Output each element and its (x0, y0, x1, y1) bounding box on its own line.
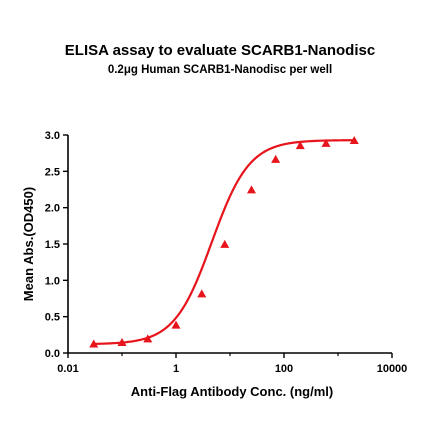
x-tick-label: 1 (173, 363, 179, 375)
y-axis-label: Mean Abs.(OD450) (21, 187, 36, 301)
data-point-triangle (271, 154, 281, 163)
y-tick-label: 2.5 (45, 166, 60, 178)
data-point-triangle (246, 185, 256, 194)
data-point-triangle (89, 339, 99, 348)
y-tick-label: 1.0 (45, 275, 60, 287)
y-tick-label: 1.5 (45, 239, 60, 251)
x-tick-label: 100 (275, 363, 293, 375)
y-tick-label: 3.0 (45, 130, 60, 142)
x-axis-label: Anti-Flag Antibody Conc. (ng/ml) (131, 384, 333, 399)
axes: 0.0 0.5 1.0 1.5 2.0 2.5 3.0 0.01 1 100 10000 (45, 130, 408, 375)
data-point-triangle (171, 320, 181, 329)
y-tick-label: 2.0 (45, 203, 60, 215)
data-point-triangle (117, 338, 127, 347)
data-point-triangle (197, 289, 207, 298)
fitted-curve (93, 139, 355, 345)
data-point-triangle (321, 138, 331, 147)
y-tick-label: 0.5 (45, 312, 60, 324)
x-tick-label: 0.01 (57, 363, 78, 375)
data-point-triangle (220, 239, 230, 248)
data-point-triangle (349, 136, 359, 145)
chart-title: ELISA assay to evaluate SCARB1-Nanodisc (64, 42, 376, 59)
fitted-curve-group (93, 139, 355, 345)
x-tick-label: 10000 (377, 363, 408, 375)
data-point-triangle (143, 334, 153, 343)
chart-subtitle: 0.2μg Human SCARB1-Nanodisc per well (107, 64, 333, 76)
y-tick-label: 0.0 (45, 348, 60, 360)
data-point-triangle (295, 141, 305, 150)
data-points (89, 136, 359, 348)
